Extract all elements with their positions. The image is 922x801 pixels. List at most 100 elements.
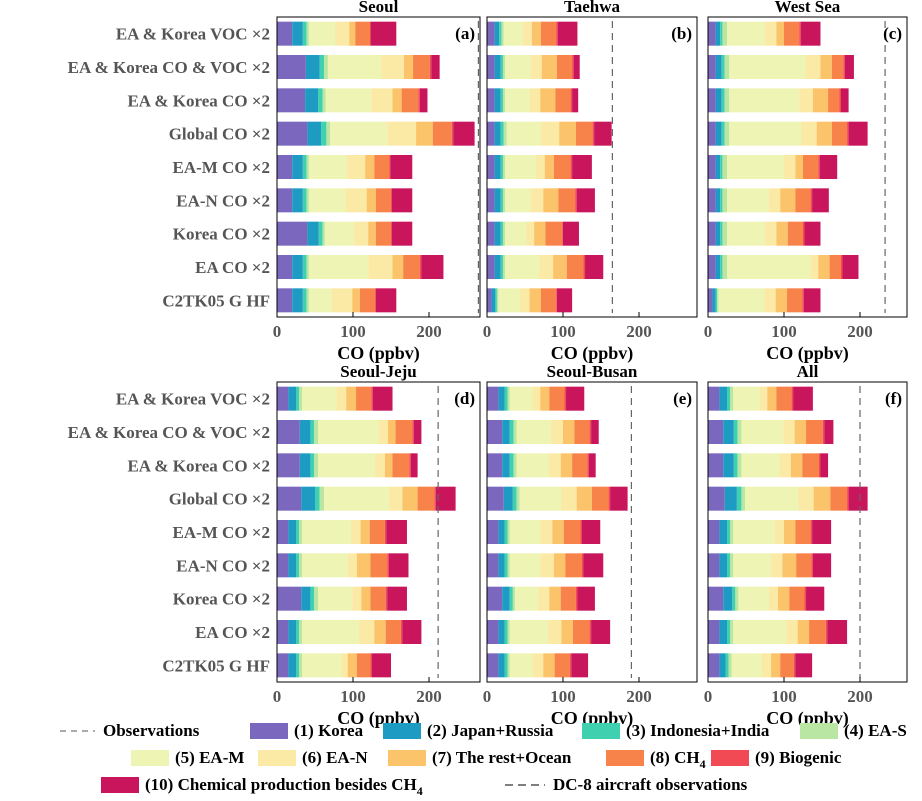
bar-segment (572, 55, 574, 79)
x-tick-label: 0 (704, 687, 713, 706)
bar-segment (507, 620, 510, 644)
bar-segment (296, 553, 300, 578)
bar-segment (812, 88, 829, 113)
bar-segment (387, 121, 417, 146)
bar-segment (381, 55, 404, 79)
bar-segment (487, 386, 499, 411)
bar-segment (540, 520, 553, 544)
bar-segment (727, 386, 731, 411)
bar-segment (413, 420, 422, 444)
bar-segment (308, 288, 332, 313)
bar-segment (321, 121, 327, 146)
bar-segment (487, 21, 495, 46)
bar-segment (727, 620, 731, 644)
bar-segment (540, 288, 557, 313)
bar-segment (575, 586, 578, 611)
bar-segment (498, 520, 505, 544)
bar-segment (509, 453, 514, 478)
bar-segment (504, 520, 508, 544)
bar-segment (810, 520, 813, 544)
y-category-label: EA & Korea CO ×2 (127, 456, 270, 475)
legend-label: (7) The rest+Ocean (432, 748, 572, 767)
bar-segment (804, 586, 807, 611)
bar-segment (355, 21, 371, 46)
bar-segment (732, 586, 736, 611)
bar-segment (494, 221, 501, 246)
bar-segment (800, 21, 821, 46)
bar-segment (539, 255, 554, 279)
bar-segment (583, 255, 586, 279)
bar-segment (783, 420, 795, 444)
bar-segment (402, 620, 422, 644)
legend-swatch (388, 750, 426, 766)
bar-segment (810, 255, 819, 279)
panel-frame (486, 16, 698, 318)
panel-label: (c) (883, 24, 902, 43)
bar-segment (540, 21, 557, 46)
bar-segment (351, 520, 361, 544)
bar-segment (385, 586, 388, 611)
bar-segment (733, 620, 787, 644)
bar-segment (576, 188, 595, 213)
bar-segment (771, 553, 783, 578)
bar-segment (356, 386, 372, 411)
bar-segment (715, 155, 721, 179)
bar-segment (727, 21, 765, 46)
legend-label: (9) Biogenic (755, 748, 842, 767)
bar-segment (532, 653, 544, 678)
bar-segment (566, 255, 584, 279)
bar-segment (537, 586, 550, 611)
bar-segment (487, 188, 495, 213)
x-tick-label: 200 (626, 687, 652, 706)
bar-segment (563, 420, 575, 444)
bar-segment (737, 420, 742, 444)
bar-segment (412, 420, 414, 444)
bar-segment (375, 453, 385, 478)
legend-swatch (711, 750, 749, 766)
bar-segment (531, 188, 544, 213)
legend-swatch (383, 723, 421, 739)
bar-segment (299, 420, 311, 444)
x-axis-label: CO (ppbv) (766, 343, 849, 364)
bar-segment (487, 155, 495, 179)
bar-segment (301, 486, 315, 511)
y-category-label: EA-M CO ×2 (172, 523, 270, 542)
bar-segment (302, 553, 348, 578)
bar-segment (729, 88, 800, 113)
bar-segment (544, 155, 554, 179)
bar-segment (500, 55, 503, 79)
bar-segment (719, 620, 727, 644)
bar-segment (356, 553, 371, 578)
bar-segment (365, 155, 375, 179)
bar-segment (487, 288, 492, 313)
bar-segment (516, 453, 549, 478)
bar-segment (505, 255, 540, 279)
bar-segment (502, 55, 506, 79)
bar-segment (776, 221, 788, 246)
bar-segment (768, 586, 778, 611)
bar-segment (299, 553, 303, 578)
bar-segment (560, 453, 573, 478)
x-tick-label: 200 (847, 687, 873, 706)
bar-segment (512, 486, 517, 511)
bar-segment (431, 55, 440, 79)
legend-label-text: (6) EA-N (302, 748, 368, 767)
bar-segment (550, 420, 563, 444)
bar-segment (277, 520, 289, 544)
bar-segment (804, 221, 821, 246)
panel-label: (a) (455, 24, 475, 43)
x-tick-label: 200 (416, 322, 442, 341)
bar-segment (296, 386, 300, 411)
bar-segment (795, 188, 811, 213)
bar-segment (724, 88, 730, 113)
bar-segment (314, 420, 319, 444)
bar-segment (277, 88, 306, 113)
bar-segment (305, 55, 320, 79)
bar-segment (715, 255, 721, 279)
bar-segment (583, 553, 604, 578)
x-tick-label: 0 (273, 687, 282, 706)
panel-2: Taehwa (b) 0 100 200 CO (ppbv) (483, 0, 698, 364)
legend-swatch (101, 777, 139, 793)
bar-segment (419, 255, 422, 279)
bar-segment (487, 221, 495, 246)
